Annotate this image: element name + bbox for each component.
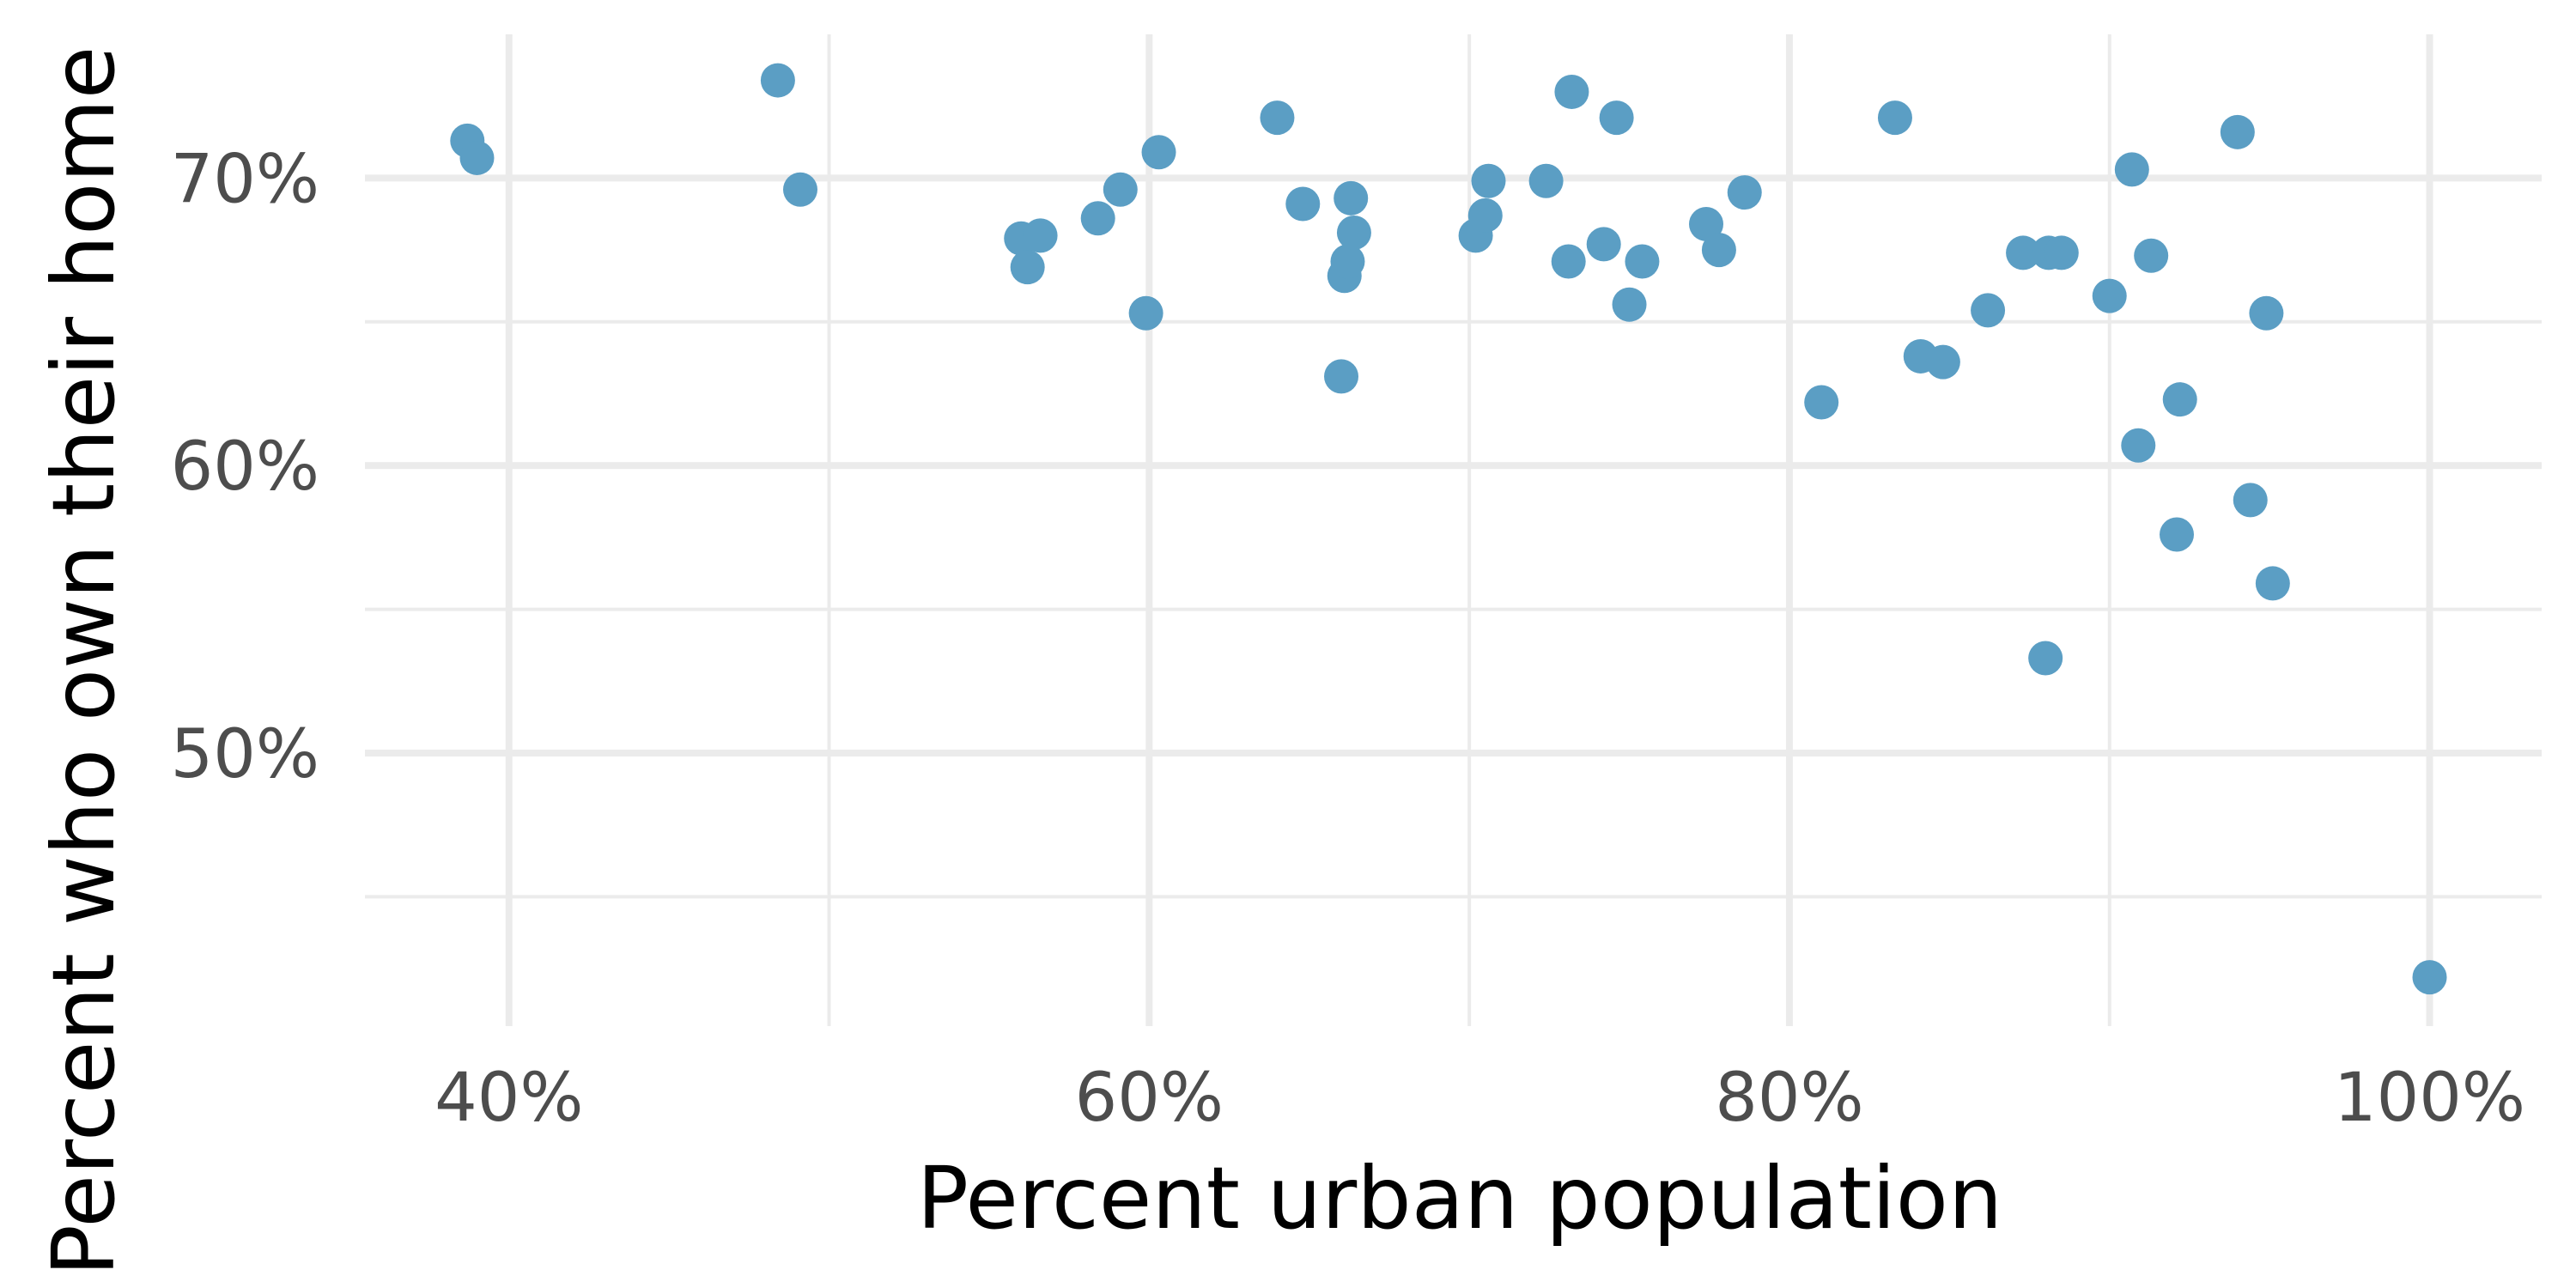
data-point — [1285, 186, 1321, 222]
y-axis-title: Percent who own their home — [33, 46, 134, 1277]
data-point — [1471, 163, 1506, 198]
data-point — [1334, 180, 1369, 216]
data-point — [1925, 344, 1960, 380]
data-point — [2233, 483, 2268, 518]
data-point — [2412, 960, 2447, 995]
y-tick-label: 70% — [171, 141, 319, 218]
data-point — [2006, 235, 2041, 270]
data-point — [1554, 74, 1589, 109]
data-point — [760, 63, 795, 98]
data-point — [783, 172, 817, 207]
data-point — [1804, 385, 1839, 420]
data-point — [1141, 135, 1176, 170]
data-point — [2220, 114, 2255, 149]
x-axis-title: Percent urban population — [917, 1148, 2003, 1249]
x-tick-labels: 40% 60% 80% 100% — [434, 1060, 2525, 1137]
x-tick-label: 60% — [1075, 1060, 1224, 1137]
data-point — [2249, 295, 2284, 331]
data-point — [1010, 250, 1045, 285]
data-point — [1467, 197, 1503, 233]
x-tick-label: 100% — [2334, 1060, 2525, 1137]
data-point — [1727, 175, 1762, 210]
data-point — [1625, 244, 1660, 279]
data-point — [1971, 293, 2006, 328]
data-point — [1551, 244, 1586, 279]
data-point — [1689, 206, 1724, 241]
x-tick-label: 40% — [434, 1060, 583, 1137]
data-point — [2092, 278, 2127, 313]
data-point — [2134, 238, 2169, 273]
y-tick-label: 60% — [171, 428, 319, 506]
data-point — [1324, 359, 1359, 394]
data-point — [2121, 428, 2156, 463]
data-point — [2028, 641, 2063, 676]
data-point — [2114, 152, 2149, 187]
x-tick-label: 80% — [1715, 1060, 1863, 1137]
y-tick-labels: 50% 60% 70% — [171, 141, 319, 793]
data-point — [1599, 100, 1634, 136]
data-point — [1528, 163, 1564, 198]
data-points — [450, 63, 2447, 995]
data-point — [2044, 235, 2079, 270]
data-point — [1336, 216, 1371, 250]
data-point — [1080, 201, 1115, 236]
data-point — [1260, 100, 1295, 136]
y-tick-label: 50% — [171, 716, 319, 793]
data-point — [1103, 172, 1138, 207]
data-point — [1586, 227, 1621, 262]
data-point — [459, 140, 495, 175]
major-gridlines — [365, 34, 2542, 1026]
data-point — [1330, 244, 1365, 279]
data-point — [1612, 287, 1647, 322]
data-point — [1023, 218, 1058, 253]
data-point — [2255, 566, 2290, 601]
data-point — [2162, 382, 2197, 417]
data-point — [1877, 100, 1912, 136]
data-point — [1701, 233, 1736, 268]
data-point — [2160, 517, 2195, 552]
minor-gridlines — [365, 34, 2542, 1026]
data-point — [1128, 295, 1163, 331]
